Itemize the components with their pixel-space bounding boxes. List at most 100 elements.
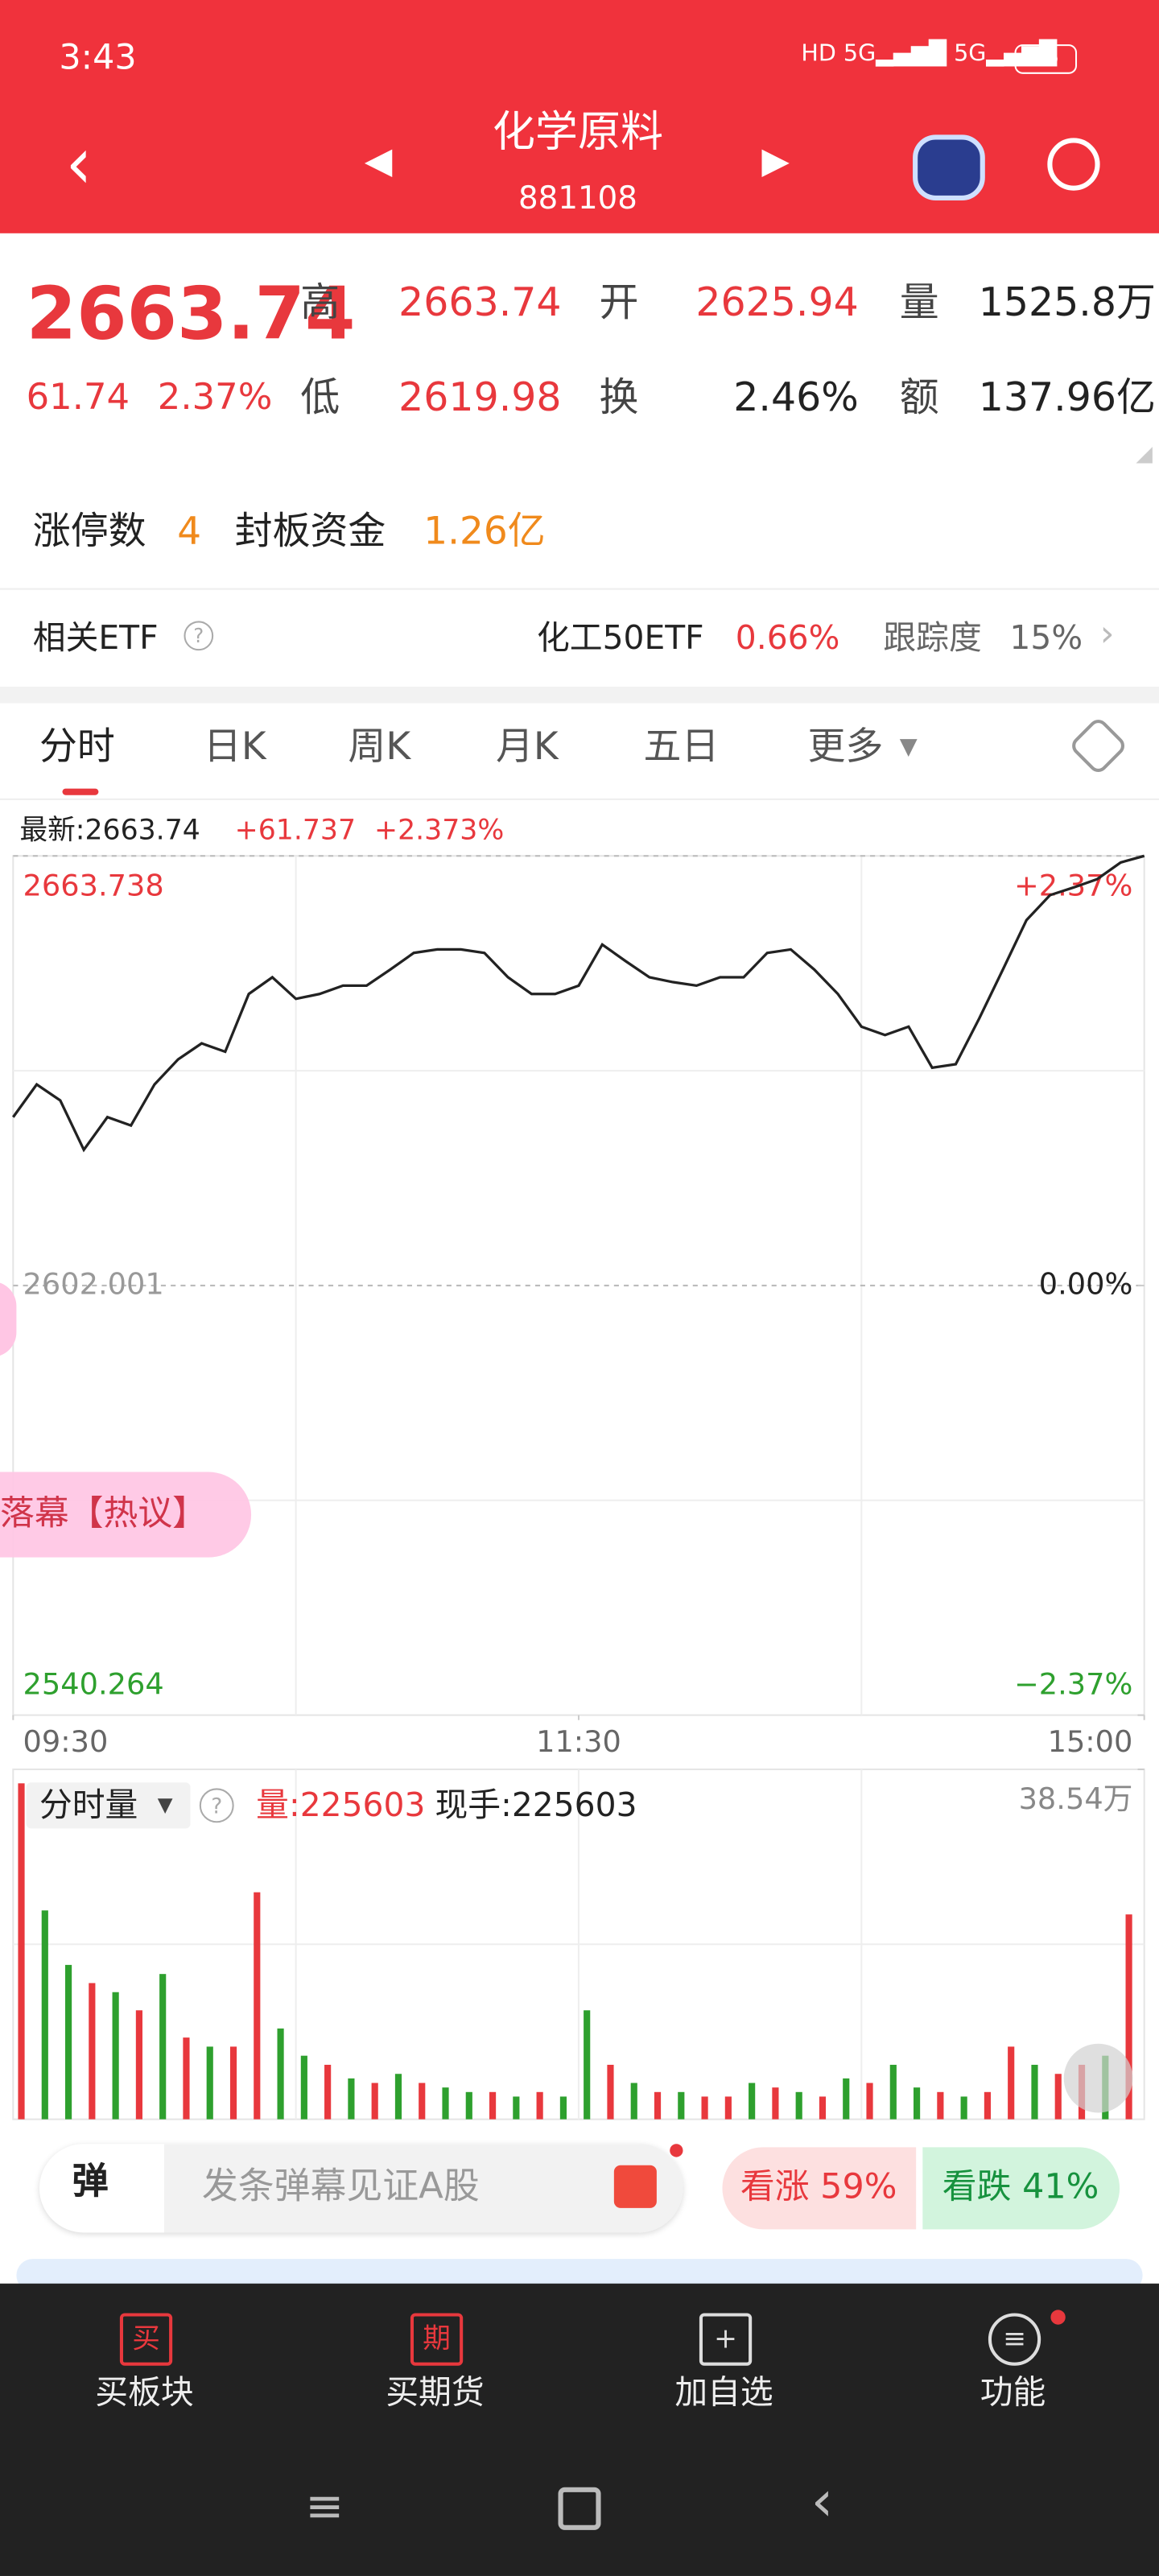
- volume-value: 量:225603: [256, 1785, 425, 1824]
- x-tick-label: 11:30: [536, 1724, 621, 1759]
- volume-bar: [229, 2046, 237, 2120]
- sys-home[interactable]: [558, 2487, 601, 2530]
- volume-bar: [442, 2087, 449, 2120]
- field-label: 量: [899, 279, 939, 326]
- y2-tick-label: 0.00%: [1039, 1266, 1133, 1301]
- overlay-text[interactable]: 落幕【热议】: [0, 1493, 208, 1534]
- track-label: 跟踪度: [883, 617, 982, 658]
- volume-bar: [206, 2046, 213, 2120]
- field-value: 2619.98: [398, 374, 562, 421]
- volume-bar: [559, 2096, 567, 2120]
- volume-bar: [183, 2037, 190, 2120]
- x-tick-label: 09:30: [23, 1724, 109, 1759]
- overlay-bubble[interactable]: [0, 1281, 17, 1357]
- nav-icon[interactable]: +: [699, 2313, 753, 2366]
- down-button[interactable]: [922, 2147, 1120, 2230]
- next-button[interactable]: ▶: [761, 141, 790, 183]
- status-time: 3:43: [59, 37, 137, 77]
- field-value: 1525.8万: [978, 279, 1156, 326]
- volume-bar: [889, 2064, 897, 2120]
- nav-icon[interactable]: 期: [410, 2313, 464, 2366]
- volume-bar: [795, 2091, 802, 2120]
- volume-bar: [630, 2083, 637, 2120]
- field-value: 2663.74: [398, 279, 562, 326]
- gift-icon[interactable]: [613, 2165, 657, 2208]
- expand[interactable]: [1136, 447, 1153, 464]
- field-value: 2.46%: [733, 374, 859, 421]
- volume-bar: [394, 2074, 402, 2120]
- volume-bar: [843, 2078, 850, 2120]
- y-tick-label: 38.54万: [1019, 1781, 1133, 1816]
- tab[interactable]: 分时: [39, 726, 115, 770]
- help-icon[interactable]: ?: [184, 621, 214, 651]
- nav-label[interactable]: 买期货: [386, 2372, 485, 2412]
- tab-more-arrow[interactable]: ▼: [899, 734, 918, 761]
- down-text[interactable]: 看跌 41%: [942, 2166, 1099, 2207]
- overlay-pill[interactable]: [0, 1472, 252, 1558]
- nav-icon[interactable]: 买: [119, 2313, 173, 2366]
- latest-pct: +2.373%: [374, 815, 504, 847]
- volume-bar: [135, 2010, 142, 2120]
- nav-dot: [1050, 2310, 1066, 2325]
- dot: [670, 2144, 683, 2157]
- tab[interactable]: 更多: [807, 726, 884, 770]
- etf-label: 相关ETF: [32, 617, 159, 658]
- field-value: 137.96亿: [978, 374, 1156, 421]
- up-text[interactable]: 看涨 59%: [740, 2166, 897, 2207]
- volume-bar: [277, 2028, 284, 2120]
- etf-name[interactable]: 化工50ETF: [536, 617, 704, 658]
- volume-bar: [89, 1983, 96, 2120]
- nav-bar: [0, 2283, 1159, 2576]
- charts: 最新:2663.74 +61.737 +2.373% 2540.264 2602.001…: [11, 815, 1145, 2120]
- nav-label[interactable]: 加自选: [674, 2372, 773, 2412]
- etf-pct: 0.66%: [735, 617, 840, 658]
- sys-menu[interactable]: ≡: [305, 2479, 344, 2533]
- volume-bar: [513, 2096, 520, 2120]
- tab-indicator: [62, 788, 99, 795]
- volume-bar: [607, 2064, 614, 2120]
- volume-bar: [1125, 1914, 1132, 2120]
- y-tick-label: 2602.001: [23, 1266, 164, 1301]
- more-arrow[interactable]: ›: [1099, 614, 1115, 656]
- tab[interactable]: 五日: [643, 726, 720, 770]
- volume-bar: [1054, 2074, 1062, 2120]
- prev-button[interactable]: ◀: [364, 141, 393, 183]
- latest-change: +61.737: [235, 815, 356, 847]
- volume-bar: [772, 2087, 779, 2120]
- tab[interactable]: 日K: [203, 726, 266, 770]
- dropdown: ▼: [158, 1793, 173, 1816]
- volume-bar: [300, 2055, 307, 2120]
- volume-bar: [724, 2096, 732, 2120]
- volume-bar: [749, 2083, 756, 2120]
- fund-label: 封板资金: [234, 510, 386, 554]
- nav-label[interactable]: 功能: [980, 2372, 1046, 2412]
- volume-label: 分时量: [39, 1785, 138, 1824]
- nav-icon[interactable]: ≡: [988, 2313, 1041, 2366]
- up-button[interactable]: [722, 2147, 917, 2230]
- help-icon: [199, 1788, 234, 1823]
- title: 化学原料: [492, 108, 664, 158]
- nav-label[interactable]: 买板块: [95, 2372, 194, 2412]
- band: [0, 687, 1159, 704]
- fund: 1.26亿: [423, 510, 546, 554]
- field-label: 低: [300, 374, 340, 421]
- tab[interactable]: 周K: [348, 726, 411, 770]
- volume-selector: [26, 1782, 191, 1829]
- field-label: 高: [300, 279, 340, 326]
- fullscreen-button[interactable]: [1063, 2043, 1133, 2113]
- volume-bar: [678, 2091, 685, 2120]
- sys-back[interactable]: ‹: [810, 2469, 834, 2535]
- back-button[interactable]: ‹: [65, 122, 93, 206]
- danmu-box[interactable]: [39, 2144, 683, 2233]
- assistant-button[interactable]: [913, 134, 985, 200]
- tab[interactable]: 月K: [495, 726, 559, 770]
- volume-bar: [112, 1992, 119, 2120]
- search-button[interactable]: [1047, 138, 1100, 191]
- y2-tick-label: +2.37%: [1014, 869, 1132, 903]
- volume-bar: [654, 2091, 662, 2120]
- field-label: 额: [899, 374, 939, 421]
- volume-bar: [419, 2083, 426, 2120]
- danmu-input[interactable]: 发条弹幕见证A股: [201, 2166, 480, 2208]
- volume-bar: [489, 2091, 497, 2120]
